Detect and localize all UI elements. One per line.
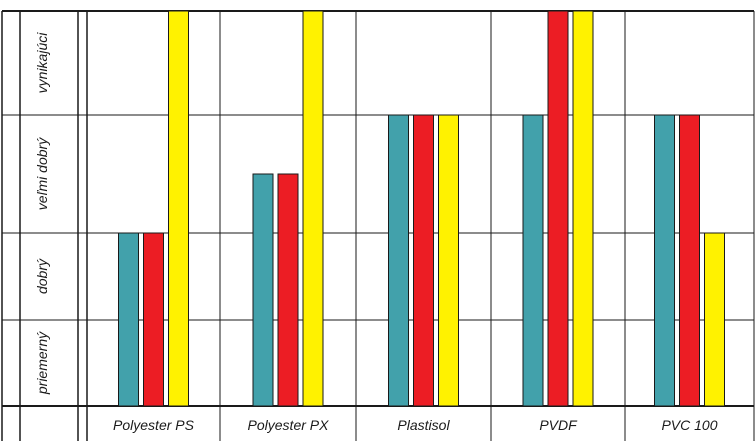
bar: [547, 10, 569, 407]
y-level-label: priemerný: [34, 331, 50, 395]
bar: [572, 10, 594, 407]
bar: [168, 10, 189, 407]
bar: [302, 10, 324, 407]
bar: [252, 173, 274, 407]
bar: [522, 114, 544, 407]
category-label: PVDF: [539, 417, 578, 433]
y-level-label: vynikajúci: [34, 32, 50, 94]
bar: [704, 232, 725, 407]
category-label: Polyester PS: [113, 417, 195, 433]
y-level-label: veľmi dobrý: [34, 137, 50, 210]
bar: [388, 114, 409, 407]
bar: [118, 232, 139, 407]
bar: [413, 114, 434, 407]
bar: [654, 114, 675, 407]
category-label: Polyester PX: [248, 417, 330, 433]
category-label: Plastisol: [397, 417, 450, 433]
bar: [277, 173, 299, 407]
bar: [438, 114, 459, 407]
bar: [143, 232, 164, 407]
x-axis-labels: Polyester PS Polyester PX Plastisol PVDF PVC…: [113, 417, 718, 433]
grid-lines: [1, 10, 755, 441]
bars: [118, 10, 725, 407]
bar: [679, 114, 700, 407]
y-level-label: dobrý: [34, 258, 50, 294]
y-axis-labels: priemerný dobrý veľmi dobrý vynikajúci: [34, 32, 50, 395]
category-label: PVC 100: [661, 417, 717, 433]
